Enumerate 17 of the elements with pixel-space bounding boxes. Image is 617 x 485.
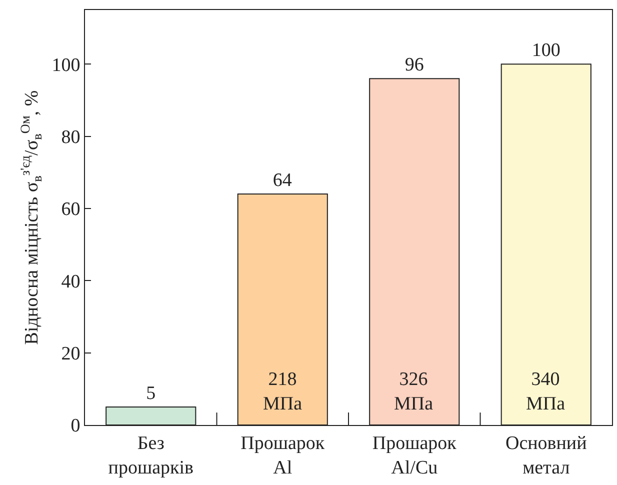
data-label: 5 [146,382,156,404]
annotation: 326 МПа [394,369,434,415]
x-tick-label: Прошарок Al/Cu [372,432,458,478]
y-tick-label: 0 [70,416,80,437]
annotation: 218 МПа [263,369,303,415]
x-tick-label: Без прошарків [108,432,194,478]
data-label: 96 [404,54,424,76]
x-tick-label: Основний метал [505,432,587,478]
data-label: 64 [272,170,292,192]
y-tick-label: 80 [61,126,80,148]
y-tick-label: 40 [61,271,80,292]
y-tick-label: 20 [61,343,80,364]
x-tick-label: Прошарок Al [240,432,326,478]
data-label: 100 [532,40,560,62]
annotation: 340 МПа [526,369,566,415]
y-tick-label: 60 [61,199,80,220]
y-tick-label: 100 [52,54,80,76]
